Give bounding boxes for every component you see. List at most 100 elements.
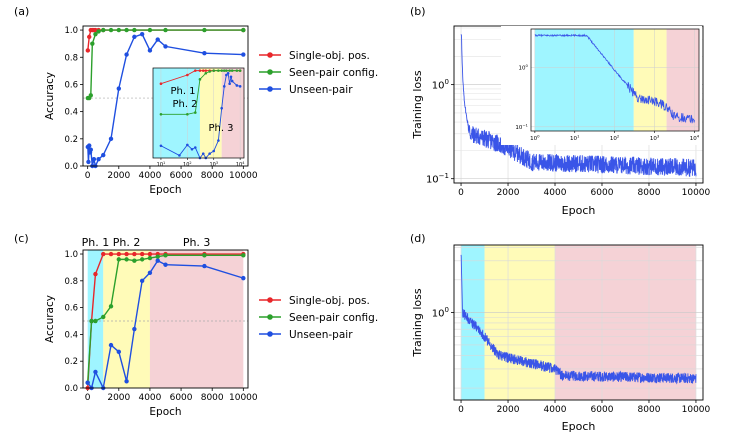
c-phase-band xyxy=(149,250,244,388)
d-plot-frame xyxy=(453,244,704,401)
a-data-point xyxy=(116,86,122,91)
a-inset-data-point xyxy=(190,147,194,151)
a-data-point xyxy=(155,37,160,42)
a-inset-data-point xyxy=(225,69,228,72)
b-xtick-label: 0 xyxy=(458,188,464,198)
d-ytick-label: 100 xyxy=(432,306,449,320)
a-data-point xyxy=(96,29,101,34)
c-data-point xyxy=(202,263,207,269)
a-xtick-label: 10000 xyxy=(229,171,258,181)
c-ytick-label: 0.0 xyxy=(64,384,78,394)
b-inset-frame xyxy=(530,28,700,132)
panel-c: 0 2000 4000 6000 8000 10000 0.0 0.2 0.4 0.6 0.8 1.0… xyxy=(44,236,378,418)
c-data-point xyxy=(155,258,160,263)
c-data-point xyxy=(147,255,153,261)
c-data-point xyxy=(124,379,129,384)
a-data-point xyxy=(147,48,153,53)
panel-label-a: (a) xyxy=(14,5,29,18)
a-data-point xyxy=(241,52,246,57)
a-inset-data-point xyxy=(222,85,226,88)
b-xtick-label: 6000 xyxy=(591,188,614,198)
panel-label-d: (d) xyxy=(410,232,426,245)
a-legend-marker xyxy=(267,86,273,92)
c-xtick-label: 10000 xyxy=(229,393,258,403)
a-inset-xtick-label: 102 xyxy=(183,161,192,168)
c-ytick-label: 1.0 xyxy=(64,250,78,260)
a-inset-phase-band xyxy=(199,68,222,158)
c-ytick-label: 0.4 xyxy=(64,330,78,340)
b-inset-ytick-label: 100 xyxy=(519,63,529,71)
c-data-point xyxy=(116,251,122,257)
c-data-point xyxy=(147,270,153,275)
d-phase-band xyxy=(484,245,556,400)
a-xtick-label: 4000 xyxy=(138,171,161,181)
a-data-point xyxy=(93,31,98,37)
b-inset-phase-band xyxy=(534,29,634,131)
a-xtick-label: 6000 xyxy=(170,171,193,181)
b-xtick-label: 4000 xyxy=(544,188,567,198)
c-data-point xyxy=(132,258,137,263)
a-inset-data-point xyxy=(225,73,228,77)
a-inset-data-point xyxy=(226,71,230,75)
panel-d: 0 2000 4000 6000 8000 10000 100 Epoch Training l… xyxy=(411,244,711,433)
a-data-point xyxy=(241,27,246,33)
a-xtick-label: 8000 xyxy=(201,171,224,181)
c-data-point xyxy=(116,257,122,262)
a-inset-data-point xyxy=(238,85,242,88)
d-xtick-label: 4000 xyxy=(544,405,567,415)
b-xlabel: Epoch xyxy=(562,204,596,217)
a-inset-data-point xyxy=(217,139,220,142)
c-xtick-label: 0 xyxy=(85,393,91,403)
a-data-point xyxy=(163,44,168,49)
a-inset-data-point xyxy=(235,84,239,87)
c-ytick-label: 0.8 xyxy=(64,277,78,287)
c-legend-marker xyxy=(267,331,273,337)
d-xtick-label: 10000 xyxy=(682,405,711,415)
a-inset-data-point xyxy=(186,113,189,116)
d-xtick-label: 2000 xyxy=(497,405,520,415)
c-legend-marker xyxy=(267,314,273,320)
a-inset-data-point xyxy=(193,111,197,114)
c-plot-frame xyxy=(82,249,249,389)
a-inset-data-point xyxy=(238,69,242,72)
a-ytick-label: 0.0 xyxy=(64,162,78,172)
c-phase-label: Ph. 1 xyxy=(82,236,110,249)
c-xtick-label: 6000 xyxy=(170,393,193,403)
c-legend-label: Seen-pair config. xyxy=(289,312,378,324)
a-inset-data-point xyxy=(198,78,202,81)
c-xtick-label: 8000 xyxy=(201,393,224,403)
c-phase-label: Ph. 3 xyxy=(183,236,211,249)
a-ytick-label: 0.6 xyxy=(64,80,78,90)
a-data-point xyxy=(101,152,106,158)
b-inset-xtick-label: 101 xyxy=(570,134,580,142)
a-data-point xyxy=(132,34,137,40)
c-data-point xyxy=(163,253,168,258)
c-phase-label: Ph. 2 xyxy=(113,236,141,249)
a-data-point xyxy=(124,27,129,33)
c-data-point xyxy=(116,349,122,355)
a-xtick-label: 0 xyxy=(85,171,91,181)
a-inset-data-point xyxy=(204,69,208,72)
b-inset-xtick-label: 104 xyxy=(690,134,700,142)
a-legend-label: Unseen-pair xyxy=(289,84,353,96)
a-inset-data-point xyxy=(220,69,223,72)
d-ylabel: Training loss xyxy=(411,288,424,357)
a-xtick-label: 2000 xyxy=(107,171,130,181)
c-data-point xyxy=(132,326,137,332)
a-xlabel: Epoch xyxy=(149,184,181,196)
a-data-point xyxy=(147,27,153,33)
b-ylabel: Training loss xyxy=(411,70,424,139)
b-loss-line xyxy=(460,34,697,177)
c-data-point xyxy=(139,251,145,257)
c-data-point xyxy=(108,251,114,257)
a-legend-label: Single-obj. pos. xyxy=(289,50,370,62)
c-xtick-label: 2000 xyxy=(107,393,130,403)
a-inset-data-point xyxy=(212,69,216,72)
c-phase-band xyxy=(103,250,150,388)
c-legend-marker xyxy=(267,297,273,303)
a-inset-phase-label: Ph. 1 xyxy=(170,86,195,97)
c-data-point xyxy=(241,253,246,258)
a-inset-xtick-label: 101 xyxy=(157,161,166,168)
b-inset-phase-band xyxy=(633,29,667,131)
